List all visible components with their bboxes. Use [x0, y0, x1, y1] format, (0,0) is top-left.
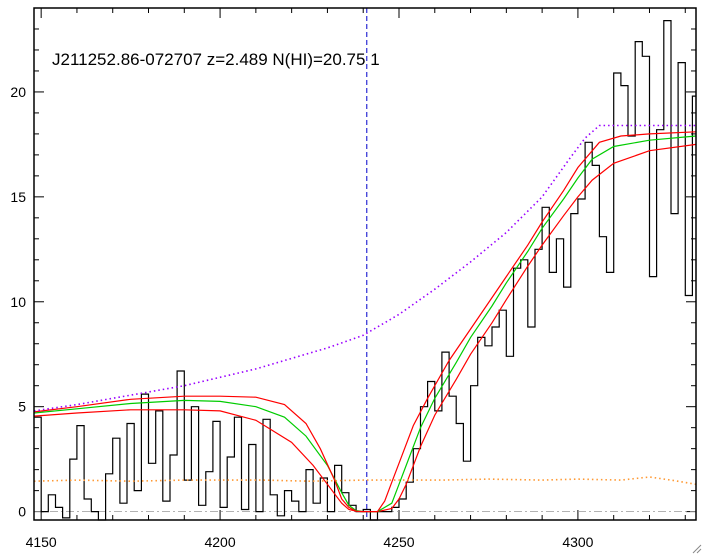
y-tick-label: 20: [10, 84, 26, 100]
continuum-curve: [33, 124, 696, 412]
model-fit-curve: [33, 135, 697, 513]
model-bound-curve: [33, 143, 697, 513]
y-tick-label: 10: [10, 294, 26, 310]
y-tick-label: 0: [18, 504, 26, 520]
model-bound-curve: [33, 131, 697, 513]
flux-histogram: [34, 20, 696, 521]
x-tick-label: 4250: [383, 534, 414, 550]
x-tick-label: 4200: [204, 534, 235, 550]
plot-frame: [33, 7, 697, 521]
x-tick-label: 4150: [26, 534, 57, 550]
x-tick-label: 4300: [562, 534, 593, 550]
chart-title: J211252.86-072707 z=2.489 N(HI)=20.75 1: [52, 50, 380, 69]
y-tick-label: 15: [10, 189, 26, 205]
y-tick-label: 5: [18, 399, 26, 415]
resize-grip-icon[interactable]: [690, 542, 702, 554]
error-curve: [33, 476, 697, 486]
